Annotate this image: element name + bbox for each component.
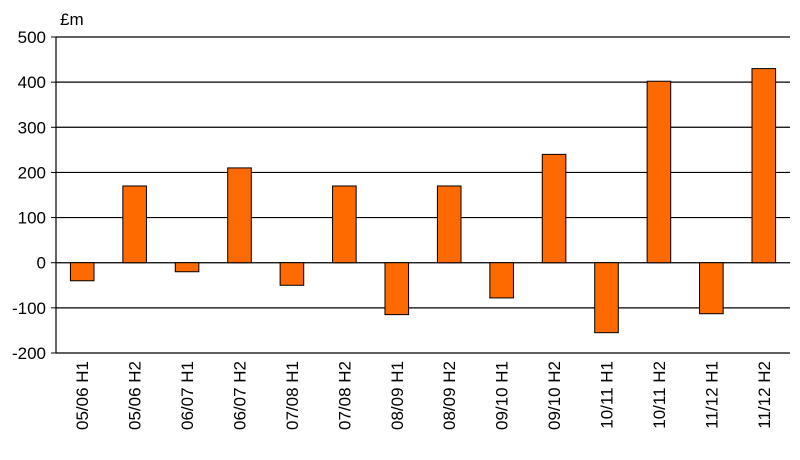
bar-10-11-h2 bbox=[646, 80, 672, 264]
x-axis-tick-labels: 05/06 H1 05/06 H2 06/07 H1 06/07 H2 07/08 H1… bbox=[73, 361, 774, 430]
bar-05-06-h2 bbox=[122, 185, 147, 264]
x-tick-label: 09/10 H1 bbox=[493, 361, 512, 430]
x-tick-label: 06/07 H1 bbox=[178, 361, 197, 430]
x-tick-label: 11/12 H2 bbox=[755, 361, 774, 429]
y-tick-label: 400 bbox=[18, 73, 46, 92]
bar-07-08-h1 bbox=[279, 262, 305, 286]
x-tick-label: 05/06 H1 bbox=[73, 361, 92, 430]
x-tick-label: 07/08 H2 bbox=[335, 361, 354, 430]
bar-06-07-h2 bbox=[227, 167, 252, 264]
bar-10-11-h1 bbox=[594, 262, 619, 334]
bar-05-06-h1 bbox=[69, 262, 95, 282]
y-axis-unit-label: £m bbox=[60, 10, 84, 29]
y-tick-label: 100 bbox=[18, 209, 46, 228]
gridlines bbox=[51, 36, 790, 354]
y-tick-label: -100 bbox=[12, 299, 46, 318]
x-tick-label: 07/08 H1 bbox=[283, 361, 302, 430]
x-tick-label: 05/06 H2 bbox=[126, 361, 145, 430]
x-tick-label: 06/07 H2 bbox=[231, 361, 250, 430]
y-axis-tick-labels: 500 400 300 200 100 0 -100 -200 bbox=[12, 28, 46, 363]
y-tick-label: -200 bbox=[12, 344, 46, 363]
axes bbox=[55, 37, 790, 354]
y-tick-label: 300 bbox=[18, 118, 46, 137]
bar-06-07-h1 bbox=[174, 262, 200, 273]
x-tick-label: 09/10 H2 bbox=[545, 361, 564, 430]
x-tick-label: 10/11 H1 bbox=[598, 361, 617, 429]
x-tick-label: 11/12 H1 bbox=[702, 361, 721, 429]
y-tick-label: 0 bbox=[37, 254, 46, 273]
x-tick-label: 08/09 H2 bbox=[440, 361, 459, 430]
bar-11-12-h2 bbox=[751, 68, 777, 264]
bar-07-08-h2 bbox=[332, 185, 357, 264]
bar-09-10-h2 bbox=[541, 153, 567, 264]
y-tick-label: 200 bbox=[18, 163, 46, 182]
bar-08-09-h1 bbox=[384, 262, 410, 316]
bar-11-12-h1 bbox=[699, 262, 724, 315]
y-tick-label: 500 bbox=[18, 28, 46, 47]
bar-08-09-h2 bbox=[436, 185, 462, 264]
x-tick-label: 10/11 H2 bbox=[650, 361, 669, 429]
bar-09-10-h1 bbox=[489, 262, 514, 299]
bars bbox=[69, 68, 777, 334]
x-tick-label: 08/09 H1 bbox=[388, 361, 407, 430]
